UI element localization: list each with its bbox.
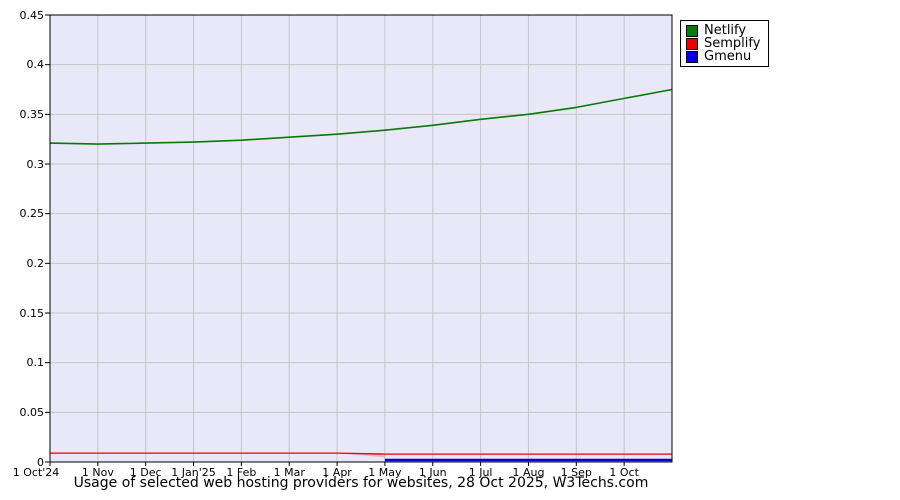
y-axis-tick-label: 0.4 xyxy=(26,58,45,72)
legend-label-netlify: Netlify xyxy=(704,23,747,38)
y-axis-tick-label: 0.35 xyxy=(19,107,45,121)
y-axis-tick-label: 0 xyxy=(37,455,44,469)
y-axis-tick-label: 0.45 xyxy=(19,8,45,22)
netlify-line xyxy=(49,88,673,145)
x-axis-tick-label: 1 Jul xyxy=(468,466,493,479)
x-axis-tick-label: 1 Mar xyxy=(273,466,305,479)
legend-item-semplify: Semplify xyxy=(686,37,760,50)
legend-label-semplify: Semplify xyxy=(704,36,761,51)
x-axis-tick-label: 1 Aug xyxy=(512,466,545,479)
legend-swatch-semplify xyxy=(686,37,698,50)
x-axis-tick-label: 1 Sep xyxy=(560,466,592,479)
legend-item-gmenu: Gmenu xyxy=(686,50,760,63)
chart-caption: Usage of selected web hosting providers … xyxy=(73,475,649,491)
legend-swatch-netlify xyxy=(686,24,698,37)
x-axis-tick-label: 1 Dec xyxy=(129,466,162,479)
y-axis-tick-label: 0.15 xyxy=(19,306,45,320)
y-axis-tick-label: 0.3 xyxy=(26,157,45,171)
x-axis-tick-label: 1 Jun xyxy=(418,466,447,479)
legend-label-gmenu: Gmenu xyxy=(704,49,752,64)
y-axis-tick-label: 0.25 xyxy=(19,207,45,221)
semplify-line xyxy=(50,452,672,455)
x-axis-tick-label: 1 Apr xyxy=(322,466,352,479)
y-axis-tick-label: 0.2 xyxy=(26,256,45,270)
plot-border xyxy=(49,14,673,463)
x-axis-tick-label: 1 May xyxy=(368,466,402,479)
legend-swatch-gmenu xyxy=(686,50,698,63)
x-axis-tick-label: 1 Oct'24 xyxy=(12,466,60,479)
legend: Netlify Semplify Gmenu xyxy=(680,20,770,67)
legend-item-netlify: Netlify xyxy=(686,24,760,37)
y-axis-tick-label: 0.05 xyxy=(19,405,45,419)
x-axis-tick-label: 1 Feb xyxy=(226,466,257,479)
plot-area xyxy=(50,15,672,462)
y-axis-tick-label: 0.1 xyxy=(26,356,45,370)
x-axis-tick-label: 1 Nov xyxy=(81,466,114,479)
x-axis-tick-label: 1 Jan'25 xyxy=(171,466,216,479)
x-axis-tick-label: 1 Oct xyxy=(609,466,639,479)
